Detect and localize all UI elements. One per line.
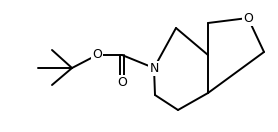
Text: O: O [243, 11, 253, 25]
Text: N: N [149, 62, 159, 74]
Text: O: O [117, 76, 127, 88]
Text: O: O [92, 48, 102, 62]
